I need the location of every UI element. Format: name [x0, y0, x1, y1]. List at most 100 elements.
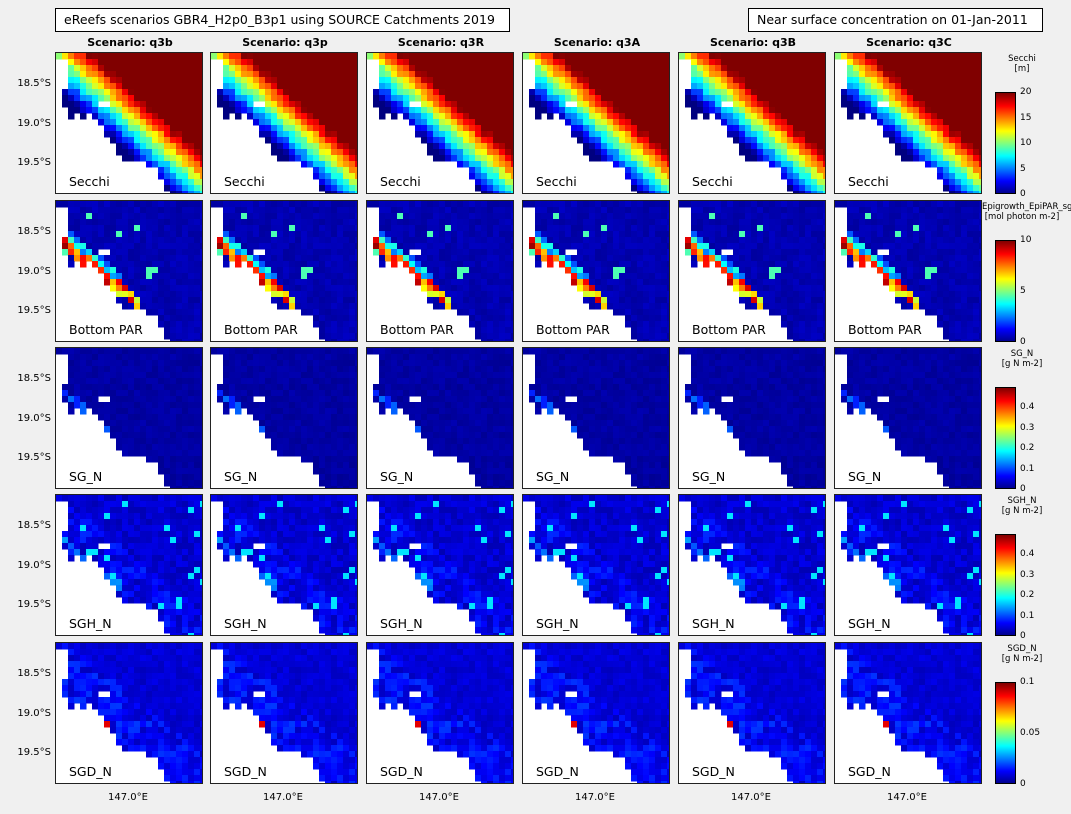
heatmap-cell	[319, 249, 326, 256]
heatmap-cell	[631, 279, 638, 286]
heatmap-cell	[277, 261, 284, 268]
heatmap-cell	[559, 201, 566, 208]
heatmap-cell	[439, 77, 446, 84]
heatmap-cell	[613, 125, 620, 132]
heatmap-cell	[188, 101, 195, 108]
heatmap-cell	[667, 173, 669, 180]
heatmap-cell	[697, 231, 704, 238]
heatmap-cell	[493, 207, 500, 214]
heatmap-cell	[901, 267, 908, 274]
heatmap-cell	[967, 315, 974, 322]
heatmap-cell	[739, 231, 746, 238]
heatmap-cell	[194, 267, 201, 274]
heatmap-cell	[373, 89, 380, 96]
heatmap-cell	[763, 291, 770, 298]
heatmap-cell	[973, 207, 980, 214]
heatmap-cell	[194, 77, 201, 84]
heatmap-cell	[547, 237, 554, 244]
heatmap-cell	[259, 273, 266, 280]
heatmap-cell	[781, 213, 788, 220]
heatmap-cell	[493, 309, 500, 316]
heatmap-cell	[415, 213, 422, 220]
heatmap-cell	[595, 297, 602, 304]
heatmap-cell	[499, 213, 506, 220]
heatmap-cell	[176, 261, 183, 268]
heatmap-cell	[649, 261, 656, 268]
heatmap-cell	[649, 291, 656, 298]
heatmap-cell	[793, 161, 800, 168]
heatmap-cell	[631, 185, 638, 192]
heatmap-cell	[805, 303, 812, 310]
heatmap-cell	[961, 255, 968, 262]
heatmap-cell	[619, 155, 626, 162]
heatmap-cell	[164, 219, 171, 226]
heatmap-cell	[271, 237, 278, 244]
heatmap-cell	[164, 303, 171, 310]
heatmap-cell	[475, 201, 482, 208]
heatmap-cell	[116, 77, 123, 84]
heatmap-cell	[661, 315, 668, 322]
heatmap-cell	[925, 89, 932, 96]
heatmap-cell	[895, 89, 902, 96]
heatmap-cell	[967, 89, 974, 96]
heatmap-cell	[637, 131, 644, 138]
heatmap-cell	[973, 161, 980, 168]
heatmap-cell	[889, 279, 896, 286]
heatmap-cell	[889, 137, 896, 144]
heatmap-cell	[757, 113, 764, 120]
heatmap-cell	[919, 267, 926, 274]
heatmap-cell	[80, 65, 87, 72]
heatmap-cell	[116, 231, 123, 238]
heatmap-cell	[325, 65, 332, 72]
heatmap-cell	[613, 71, 620, 78]
heatmap-cell	[200, 107, 202, 114]
heatmap-cell	[433, 77, 440, 84]
heatmap-cell	[469, 243, 476, 250]
heatmap-cell	[787, 167, 794, 174]
heatmap-cell	[313, 303, 320, 310]
heatmap-cell	[463, 125, 470, 132]
heatmap-cell	[122, 213, 129, 220]
heatmap-cell	[655, 65, 662, 72]
heatmap-cell	[128, 303, 135, 310]
heatmap-cell	[727, 231, 734, 238]
heatmap-cell	[973, 327, 980, 334]
heatmap-cell	[799, 77, 806, 84]
heatmap-cell	[427, 77, 434, 84]
heatmap-cell	[283, 119, 290, 126]
heatmap-cell	[781, 53, 788, 60]
heatmap-cell	[433, 65, 440, 72]
heatmap-cell	[739, 285, 746, 292]
heatmap-cell	[427, 297, 434, 304]
heatmap-cell	[661, 131, 668, 138]
heatmap-cell	[289, 101, 296, 108]
heatmap-cell	[817, 191, 824, 193]
heatmap-cell	[979, 321, 981, 328]
heatmap-cell	[158, 273, 165, 280]
heatmap-cell	[158, 113, 165, 120]
heatmap-cell	[709, 71, 716, 78]
heatmap-cell	[931, 207, 938, 214]
heatmap-cell	[631, 83, 638, 90]
heatmap-cell	[331, 333, 338, 340]
heatmap-cell	[451, 155, 458, 162]
heatmap-cell	[152, 95, 159, 102]
heatmap-cell	[787, 101, 794, 108]
heatmap-cell	[271, 101, 278, 108]
heatmap-cell	[781, 167, 788, 174]
heatmap-cell	[571, 95, 578, 102]
colorbar	[995, 92, 1016, 194]
heatmap-cell	[883, 261, 890, 268]
heatmap-cell	[158, 101, 165, 108]
heatmap-cell	[751, 297, 758, 304]
heatmap-cell	[319, 77, 326, 84]
heatmap-cell	[283, 149, 290, 156]
heatmap-cell	[445, 83, 452, 90]
heatmap-cell	[937, 155, 944, 162]
heatmap-cell	[128, 279, 135, 286]
heatmap-cell	[631, 101, 638, 108]
heatmap-cell	[709, 231, 716, 238]
heatmap-cell	[559, 225, 566, 232]
heatmap-cell	[463, 309, 470, 316]
heatmap-cell	[505, 161, 512, 168]
